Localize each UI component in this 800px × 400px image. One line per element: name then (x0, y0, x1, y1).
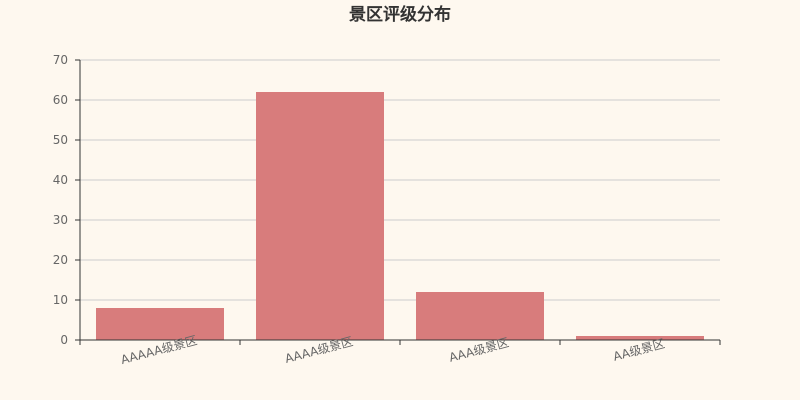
y-tick-label: 30 (53, 213, 68, 227)
chart-title: 景区评级分布 (349, 4, 451, 25)
bar (416, 292, 544, 340)
grid-lines (80, 59, 720, 301)
y-tick-label: 60 (53, 93, 68, 107)
y-tick-label: 40 (53, 173, 68, 187)
y-tick-label: 10 (53, 293, 68, 307)
y-tick-label: 50 (53, 133, 68, 147)
bars (96, 92, 704, 340)
bar (256, 92, 384, 340)
y-tick-label: 70 (53, 53, 68, 67)
y-tick-label: 20 (53, 253, 68, 267)
bar (576, 336, 704, 340)
y-axis-ticks: 0 10 20 30 40 50 60 70 (53, 53, 80, 347)
y-tick-label: 0 (60, 333, 68, 347)
bar (96, 308, 224, 340)
axes (79, 60, 721, 345)
